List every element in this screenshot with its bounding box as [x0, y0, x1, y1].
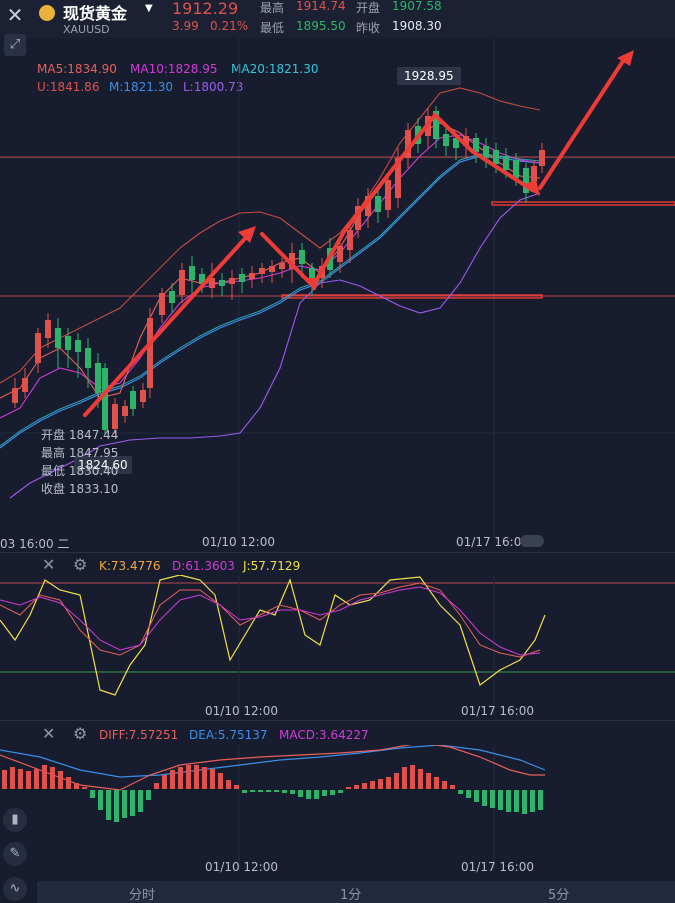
scroll-indicator[interactable]	[520, 535, 544, 547]
kdj-chart[interactable]	[0, 575, 675, 715]
arrowheads	[238, 50, 634, 291]
boll-upper-line	[0, 87, 541, 384]
ohlc-low: 最低 1830.40	[41, 464, 119, 478]
macd-axis-mid: 01/10 12:00	[205, 860, 278, 874]
header-bar	[0, 0, 675, 38]
open-label: 开盘	[356, 1, 381, 15]
instrument-title[interactable]: 现货黄金	[63, 4, 128, 23]
gold-coin-icon	[39, 5, 55, 21]
open-value: 1907.58	[392, 0, 442, 13]
ohlc-close: 收盘 1833.10	[41, 482, 119, 496]
chevron-down-icon[interactable]: ▼	[145, 3, 153, 14]
tab-5min[interactable]: 5分	[548, 888, 570, 903]
close-macd-icon[interactable]: ✕	[42, 724, 56, 743]
candlestick-chart[interactable]	[0, 38, 675, 538]
panel-divider	[0, 552, 675, 553]
tab-timeshare[interactable]: 分时	[129, 888, 156, 903]
macd-diff-label: DIFF:7.57251	[99, 728, 179, 742]
support-box-upper	[491, 201, 675, 206]
ma10-line	[0, 134, 541, 419]
high-value: 1914.74	[296, 0, 346, 13]
close-icon[interactable]: ✕	[6, 3, 24, 27]
kdj-axis-mid: 01/10 12:00	[205, 704, 278, 718]
ohlc-high: 最高 1847.95	[41, 446, 119, 460]
kdj-j-label: J:57.7129	[243, 559, 301, 573]
kdj-axis-right: 01/17 16:00	[461, 704, 534, 718]
time-axis-mid: 01/10 12:00	[202, 535, 275, 549]
low-label: 最低	[260, 21, 285, 35]
macd-value-label: MACD:3.64227	[279, 728, 369, 742]
trough-price-label: 1824.60	[74, 456, 132, 474]
boll-mid-line	[0, 155, 541, 449]
close-kdj-icon[interactable]: ✕	[42, 555, 56, 574]
price-change: 3.99	[172, 19, 199, 33]
ma10-label: MA10:1828.95	[130, 62, 218, 76]
high-label: 最高	[260, 1, 285, 15]
peak-price-label: 1928.95	[397, 67, 461, 85]
kdj-settings-icon[interactable]: ⚙	[73, 555, 88, 574]
candles	[12, 106, 545, 434]
macd-chart[interactable]	[0, 745, 675, 870]
ohlc-open: 开盘 1847.44	[41, 428, 119, 442]
low-value: 1895.50	[296, 19, 346, 33]
instrument-symbol: XAUUSD	[63, 23, 110, 36]
support-box-lower	[281, 294, 543, 299]
boll-mid-label: M:1821.30	[109, 80, 174, 94]
pencil-draw-icon[interactable]: ✎	[3, 842, 27, 866]
macd-axis-right: 01/17 16:00	[461, 860, 534, 874]
macd-histogram	[2, 765, 543, 822]
boll-lower-label: L:1800.73	[183, 80, 244, 94]
prev-close-label: 昨收	[356, 21, 381, 35]
kdj-k-label: K:73.4776	[99, 559, 161, 573]
panel-divider-2	[0, 720, 675, 721]
trend-arrows	[83, 56, 627, 417]
time-axis-right: 01/17 16:00	[456, 535, 529, 549]
macd-dea-label: DEA:5.75137	[189, 728, 268, 742]
candle-type-icon[interactable]: ▮	[3, 808, 27, 832]
ma5-label: MA5:1834.90	[37, 62, 117, 76]
kdj-d-label: D:61.3603	[172, 559, 235, 573]
time-axis-left: 03 16:00 二	[0, 537, 70, 551]
boll-upper-label: U:1841.86	[37, 80, 100, 94]
ma5-line	[0, 122, 541, 399]
indicator-icon[interactable]: ∿	[3, 877, 27, 901]
boll-lower-line	[9, 192, 541, 499]
last-price: 1912.29	[172, 0, 239, 18]
fullscreen-icon[interactable]: ⤢	[4, 34, 26, 56]
macd-settings-icon[interactable]: ⚙	[73, 724, 88, 743]
period-tab-bar	[37, 881, 675, 903]
tab-1min[interactable]: 1分	[340, 888, 362, 903]
price-change-percent: 0.21%	[210, 19, 249, 33]
ma20-label: MA20:1821.30	[231, 62, 319, 76]
prev-close-value: 1908.30	[392, 19, 442, 33]
ma20-line	[0, 153, 541, 447]
